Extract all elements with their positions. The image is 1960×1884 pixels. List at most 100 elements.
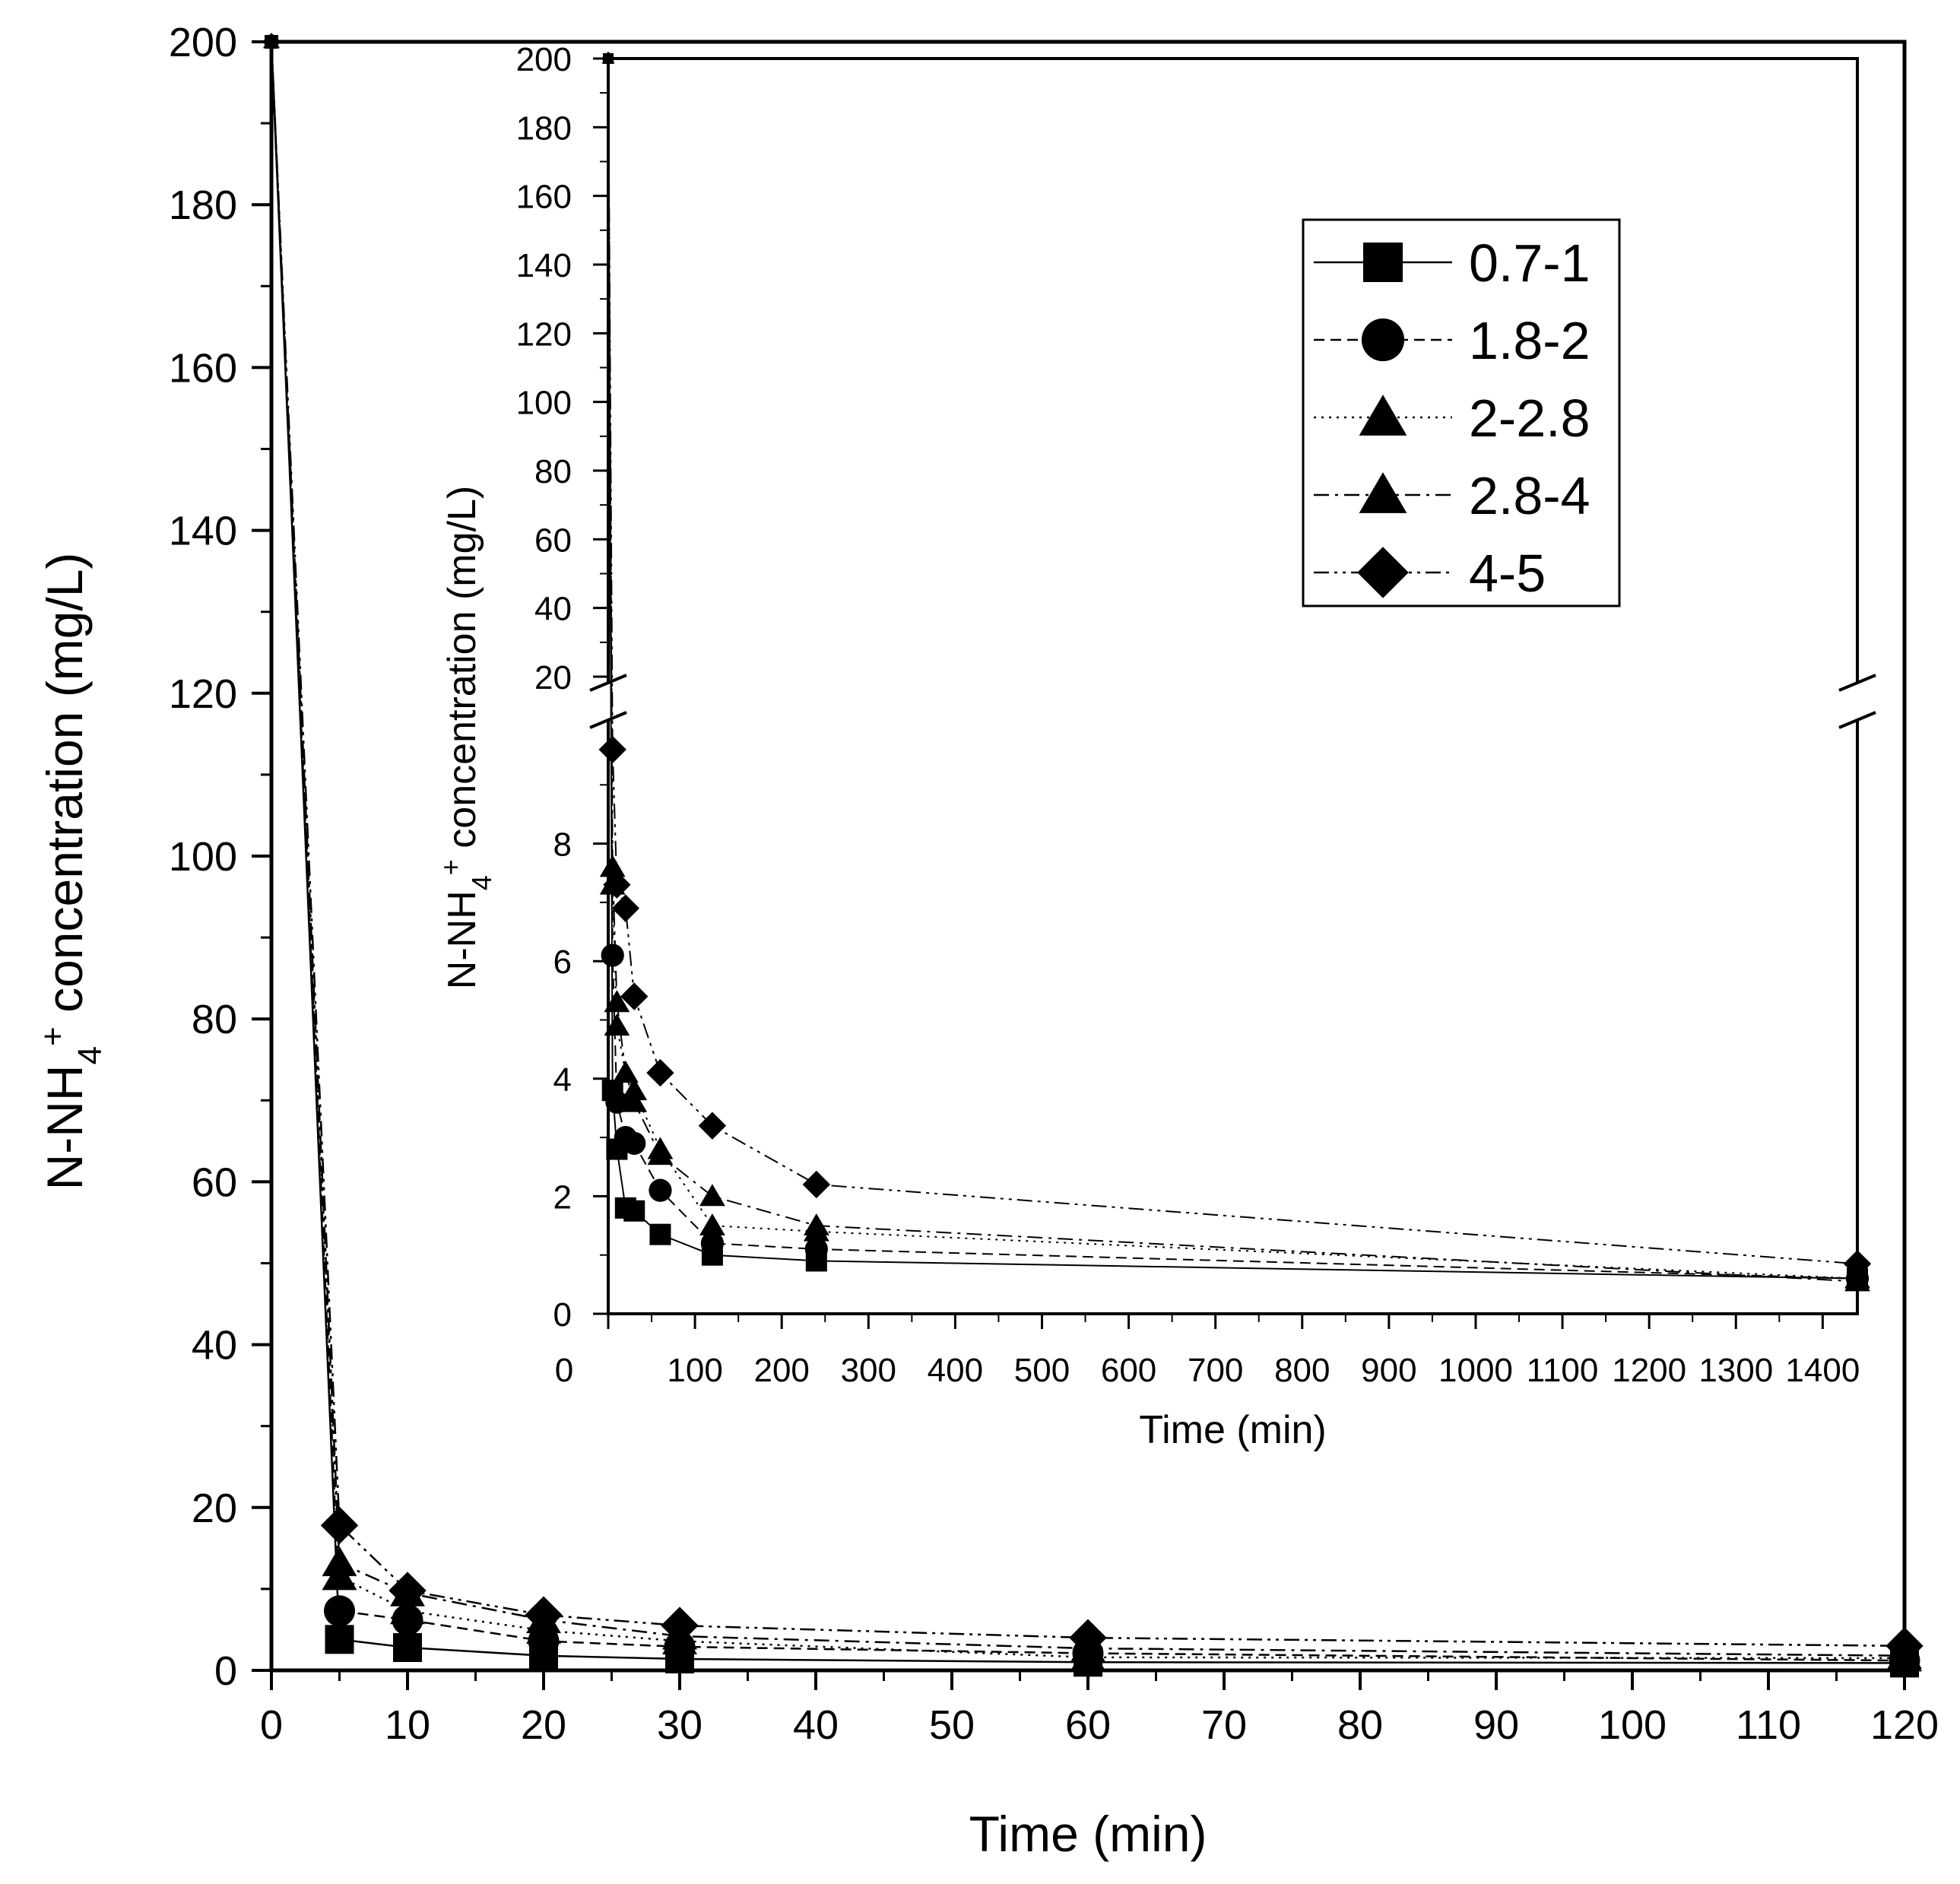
main-x-tick-label: 0 [260, 1702, 283, 1748]
main-y-tick-label: 100 [169, 834, 237, 880]
inset-plot: 0 100 200 300 400 500 600 700 800 900 1000 1100 1200… [435, 41, 1876, 1452]
main-y-tick-label: 80 [192, 997, 237, 1042]
inset-x-tick-label: 800 [1274, 1352, 1330, 1389]
legend-marker-2-2.8 [1359, 395, 1407, 436]
inset-data-point-0.7-1 [623, 1200, 645, 1222]
main-x-tick-label: 20 [521, 1702, 566, 1748]
main-data-point-0.7-1 [325, 1625, 354, 1654]
inset-data-point-1.8-2 [804, 1237, 828, 1261]
inset-data-point-2.8-4 [699, 1184, 725, 1207]
inset-y-tick-label: 6 [553, 944, 572, 981]
inset-y-tick-label: 40 [534, 591, 572, 628]
inset-data-point-2.8-4 [803, 1213, 829, 1235]
inset-y-tick-label: 160 [516, 179, 572, 216]
inset-y-tick-label: 100 [516, 385, 572, 422]
main-y-tick-label: 60 [192, 1159, 237, 1205]
main-y-tick-label: 20 [192, 1486, 237, 1531]
inset-x-tick-label: 1400 [1785, 1352, 1860, 1389]
inset-x-tick-label: 200 [753, 1352, 809, 1389]
main-data-point-4-5 [525, 1596, 563, 1634]
main-data-point-2.8-4 [322, 1546, 357, 1577]
inset-x-tick-label: 0 [555, 1352, 573, 1389]
legend-marker-4-5 [1357, 547, 1409, 598]
inset-axis-break-left [589, 711, 627, 729]
legend: 0.7-1 1.8-2 2-2.8 2.8-4 4-5 [1302, 218, 1621, 607]
main-data-point-4-5 [661, 1606, 699, 1645]
inset-data-point-2-2.8 [621, 1078, 648, 1101]
inset-y-tick-label: 120 [516, 316, 572, 353]
inset-x-tick-label: 1000 [1438, 1352, 1513, 1389]
legend-marker-0.7-1 [1363, 243, 1403, 282]
inset-x-tick-label: 100 [667, 1352, 722, 1389]
inset-data-point-4-5 [611, 894, 640, 922]
inset-y-tick-label: 60 [534, 522, 572, 559]
inset-data-point-2.8-4 [647, 1143, 674, 1166]
inset-plot-frame [607, 57, 1859, 1315]
inset-x-tick-label: 400 [928, 1352, 983, 1389]
main-x-tick-label: 80 [1337, 1702, 1383, 1748]
inset-y-tick-label: 0 [553, 1296, 572, 1334]
main-x-axis-title: Time (min) [969, 1806, 1207, 1862]
main-x-tick-label: 70 [1201, 1702, 1247, 1748]
inset-data-point-2.8-4 [1844, 1269, 1870, 1292]
main-x-tick-label: 10 [385, 1702, 430, 1748]
inset-data-point-4-5 [698, 1112, 727, 1140]
inset-y-axis-title: N-NH4+ concentration (mg/L) [435, 486, 497, 989]
inset-y-tick-label: 140 [516, 247, 572, 284]
legend-label-4-5: 4-5 [1469, 544, 1546, 603]
main-data-point-4-5 [1885, 1627, 1924, 1665]
main-x-tick-label: 30 [657, 1702, 702, 1748]
inset-data-point-4-5 [646, 1058, 674, 1087]
inset-data-point-2.8-4 [599, 855, 626, 877]
inset-x-tick-label: 300 [841, 1352, 896, 1389]
legend-marker-2.8-4 [1359, 472, 1407, 513]
main-x-tick-label: 120 [1870, 1702, 1939, 1748]
inset-background [608, 59, 1857, 1314]
main-y-axis-title: N-NH4+ concentration (mg/L) [34, 553, 109, 1191]
inset-data-point-4-5 [620, 982, 649, 1010]
legend-marker-1.8-2 [1361, 318, 1405, 362]
main-y-tick-label: 40 [192, 1323, 237, 1369]
inset-data-point-2.8-4 [612, 1060, 639, 1083]
legend-label-0.7-1: 0.7-1 [1469, 233, 1591, 293]
inset-data-point-1.8-2 [700, 1232, 725, 1255]
legend-label-2-2.8: 2-2.8 [1469, 389, 1591, 448]
inset-data-point-4-5 [802, 1170, 831, 1199]
inset-axis-break-left [589, 674, 627, 692]
legend-box [1302, 218, 1621, 607]
main-x-tick-label: 40 [793, 1702, 839, 1748]
main-x-tick-label: 60 [1065, 1702, 1111, 1748]
main-data-point-4-5 [262, 33, 281, 51]
inset-data-point-4-5 [603, 871, 631, 899]
inset-x-tick-label: 500 [1014, 1352, 1070, 1389]
main-x-tick-label: 50 [929, 1702, 975, 1748]
inset-data-point-2-2.8 [699, 1213, 725, 1235]
inset-x-tick-label: 1300 [1698, 1352, 1773, 1389]
main-y-tick-label: 180 [169, 182, 237, 228]
inset-y-tick-label: 2 [553, 1178, 572, 1216]
inset-x-tick-label: 1100 [1527, 1352, 1599, 1389]
inset-x-tick-label: 600 [1101, 1352, 1156, 1389]
main-data-point-1.8-2 [323, 1595, 356, 1627]
main-data-point-4-5 [320, 1506, 359, 1545]
main-y-tick-label: 140 [169, 509, 237, 554]
main-data-point-0.7-1 [393, 1633, 422, 1663]
main-y-tick-label: 120 [169, 671, 237, 717]
main-data-point-4-5 [1069, 1619, 1107, 1657]
main-x-tick-label: 90 [1473, 1702, 1519, 1748]
inset-y-tick-label: 4 [553, 1061, 572, 1099]
inset-y-tick-label: 200 [516, 41, 572, 78]
main-plot: 0 10 20 30 40 50 60 70 80 90 100 110 120020406080100… [34, 20, 1939, 1862]
inset-axis-break-right [1838, 711, 1876, 729]
inset-y-tick-label: 80 [534, 453, 572, 490]
inset-x-axis-title: Time (min) [1139, 1408, 1327, 1452]
legend-label-1.8-2: 1.8-2 [1469, 311, 1591, 370]
main-y-tick-label: 200 [169, 20, 237, 65]
inset-data-point-0.7-1 [649, 1223, 671, 1245]
inset-y-tick-label: 8 [553, 826, 572, 864]
main-y-tick-label: 160 [169, 345, 237, 391]
inset-data-point-1.8-2 [623, 1131, 646, 1155]
inset-y-tick-label: 180 [516, 109, 572, 147]
main-x-tick-label: 110 [1736, 1702, 1801, 1748]
